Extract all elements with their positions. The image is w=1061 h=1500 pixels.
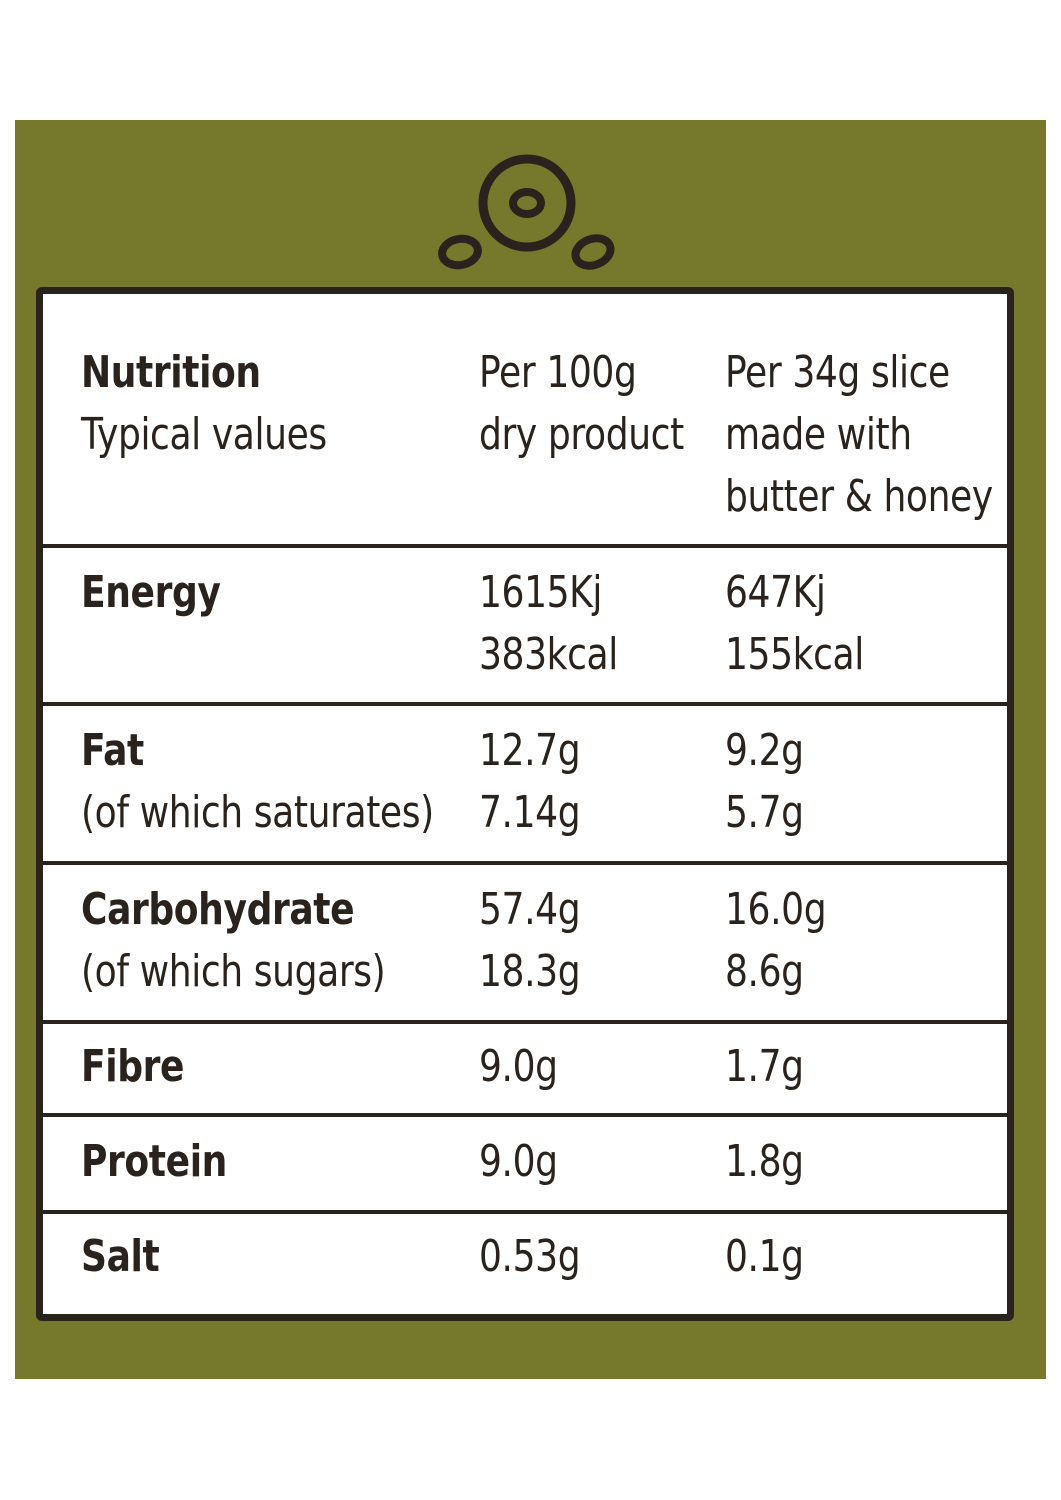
protein-label: Protein — [81, 1136, 227, 1187]
fat-sublabel: (of which saturates) — [81, 787, 434, 838]
salt-label: Salt — [81, 1231, 160, 1282]
table-row-energy: Energy 1615Kj 383kcal 647Kj 155kcal — [43, 548, 1007, 706]
salt-slice: 0.1g — [725, 1231, 804, 1282]
carbohydrate-label-cell: Carbohydrate (of which sugars) — [81, 879, 386, 1003]
energy-label: Energy — [81, 567, 221, 618]
fat-slice: 9.2g — [725, 725, 804, 776]
fibre-slice: 1.7g — [725, 1041, 804, 1092]
carbohydrate-per100: 57.4g — [479, 884, 581, 935]
sugars-slice: 8.6g — [725, 946, 804, 997]
fibre-label-cell: Fibre — [81, 1036, 184, 1098]
salt-per100-cell: 0.53g — [479, 1226, 581, 1288]
energy-per100-kj: 1615Kj — [479, 567, 603, 618]
carbohydrate-per100-cell: 57.4g 18.3g — [479, 879, 581, 1003]
carbohydrate-sublabel: (of which sugars) — [81, 946, 386, 997]
saturates-slice: 5.7g — [725, 787, 804, 838]
carbohydrate-slice-cell: 16.0g 8.6g — [725, 879, 827, 1003]
protein-per100-cell: 9.0g — [479, 1131, 558, 1193]
col3-heading-line2: made with — [725, 409, 912, 460]
header-slice-cell: Per 34g slice made with butter & honey — [725, 342, 993, 528]
protein-slice-cell: 1.8g — [725, 1131, 804, 1193]
table-row-fat: Fat (of which saturates) 12.7g 7.14g 9.2… — [43, 706, 1007, 865]
energy-slice-kcal: 155kcal — [725, 629, 864, 680]
col3-heading-line1: Per 34g slice — [725, 347, 950, 398]
table-row-salt: Salt 0.53g 0.1g — [43, 1214, 1007, 1314]
fat-label: Fat — [81, 725, 144, 776]
protein-slice: 1.8g — [725, 1136, 804, 1187]
fat-slice-cell: 9.2g 5.7g — [725, 720, 804, 844]
energy-per100-cell: 1615Kj 383kcal — [479, 562, 618, 686]
fibre-slice-cell: 1.7g — [725, 1036, 804, 1098]
table-subtitle: Typical values — [81, 409, 327, 460]
table-row-fibre: Fibre 9.0g 1.7g — [43, 1024, 1007, 1117]
table-title: Nutrition — [81, 347, 261, 398]
energy-slice-cell: 647Kj 155kcal — [725, 562, 864, 686]
protein-per100: 9.0g — [479, 1136, 558, 1187]
energy-slice-kj: 647Kj — [725, 567, 826, 618]
carbohydrate-slice: 16.0g — [725, 884, 827, 935]
fat-per100-cell: 12.7g 7.14g — [479, 720, 581, 844]
fibre-label: Fibre — [81, 1041, 185, 1092]
fibre-per100-cell: 9.0g — [479, 1036, 558, 1098]
sugars-per100: 18.3g — [479, 946, 581, 997]
seed-logo-icon — [438, 154, 615, 270]
col3-heading-line3: butter & honey — [725, 471, 993, 522]
energy-per100-kcal: 383kcal — [479, 629, 618, 680]
header-label-cell: Nutrition Typical values — [81, 342, 327, 466]
fat-per100: 12.7g — [479, 725, 581, 776]
table-row-carbohydrate: Carbohydrate (of which sugars) 57.4g 18.… — [43, 865, 1007, 1024]
header-per100-cell: Per 100g dry product — [479, 342, 684, 466]
fibre-per100: 9.0g — [479, 1041, 558, 1092]
protein-label-cell: Protein — [81, 1131, 227, 1193]
col2-heading-line1: Per 100g — [479, 347, 637, 398]
salt-slice-cell: 0.1g — [725, 1226, 804, 1288]
salt-label-cell: Salt — [81, 1226, 160, 1288]
nutrition-table: Nutrition Typical values Per 100g dry pr… — [36, 287, 1014, 1321]
energy-label-cell: Energy — [81, 562, 221, 624]
fat-label-cell: Fat (of which saturates) — [81, 720, 434, 844]
salt-per100: 0.53g — [479, 1231, 581, 1282]
col2-heading-line2: dry product — [479, 409, 684, 460]
table-header-row: Nutrition Typical values Per 100g dry pr… — [43, 294, 1007, 548]
saturates-per100: 7.14g — [479, 787, 581, 838]
table-row-protein: Protein 9.0g 1.8g — [43, 1117, 1007, 1214]
carbohydrate-label: Carbohydrate — [81, 884, 355, 935]
